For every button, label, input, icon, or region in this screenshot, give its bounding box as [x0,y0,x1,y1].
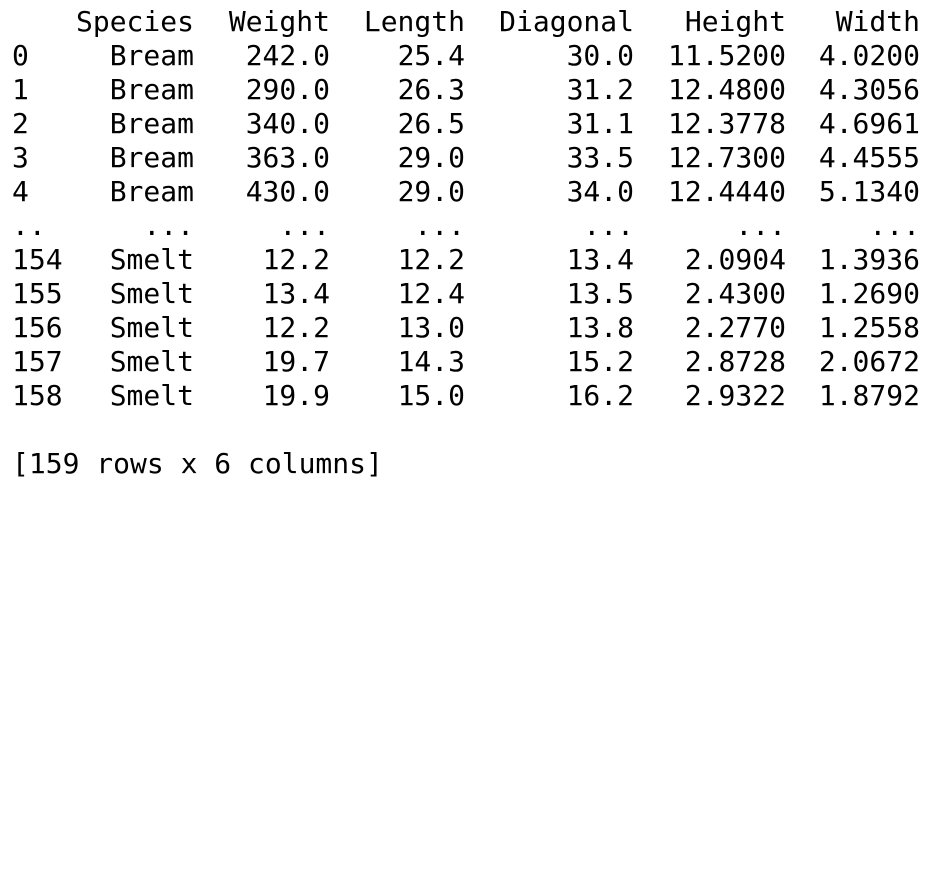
cell-species: Bream [109,141,194,174]
row-index: .. [12,209,46,242]
cell-length: 29.0 [397,141,465,174]
cell-width: 1.8792 [818,379,920,412]
row-index: 158 [12,379,63,412]
cell-height: 2.9322 [684,379,786,412]
table-row: 158 Smelt 19.9 15.0 16.2 2.9322 1.8792 [0,379,944,413]
table-row: 2 Bream 340.0 26.5 31.1 12.3778 4.6961 [0,107,944,141]
cell-length: 15.0 [397,379,465,412]
cell-species: Smelt [109,277,194,310]
column-header-height: Height [684,5,786,38]
cell-width: 4.3056 [818,73,920,106]
cell-width: 4.4555 [818,141,920,174]
row-index: 1 [12,73,29,106]
cell-diagonal: 13.5 [566,277,634,310]
cell-weight: 19.7 [262,345,330,378]
cell-weight: 290.0 [245,73,330,106]
row-index: 154 [12,243,63,276]
dataframe-output: Species Weight Length Diagonal Height Wi… [0,5,944,480]
cell-length: 25.4 [397,39,465,72]
cell-width: 5.1340 [818,175,920,208]
cell-width: 1.2558 [818,311,920,344]
table-row: 154 Smelt 12.2 12.2 13.4 2.0904 1.3936 [0,243,944,277]
cell-species: Bream [109,39,194,72]
cell-width: 4.0200 [818,39,920,72]
cell-diagonal: 33.5 [566,141,634,174]
cell-weight: 340.0 [245,107,330,140]
cell-length: 14.3 [397,345,465,378]
row-index: 4 [12,175,29,208]
cell-weight: 12.2 [262,243,330,276]
cell-diagonal: 34.0 [566,175,634,208]
cell-diagonal: 15.2 [566,345,634,378]
cell-diagonal: 13.8 [566,311,634,344]
table-row: 155 Smelt 13.4 12.4 13.5 2.4300 1.2690 [0,277,944,311]
cell-height: ... [735,209,786,242]
cell-length: 12.4 [397,277,465,310]
cell-height: 12.4800 [667,73,786,106]
cell-diagonal: 31.2 [566,73,634,106]
cell-length: 26.5 [397,107,465,140]
cell-species: Smelt [109,379,194,412]
cell-diagonal: 16.2 [566,379,634,412]
cell-length: 12.2 [397,243,465,276]
cell-species: Smelt [109,345,194,378]
cell-weight: 12.2 [262,311,330,344]
table-row: 4 Bream 430.0 29.0 34.0 12.4440 5.1340 [0,175,944,209]
cell-species: Smelt [109,311,194,344]
cell-height: 2.8728 [684,345,786,378]
cell-species: Bream [109,73,194,106]
cell-width: 1.2690 [818,277,920,310]
cell-weight: 363.0 [245,141,330,174]
cell-height: 2.4300 [684,277,786,310]
cell-weight: 242.0 [245,39,330,72]
row-index: 157 [12,345,63,378]
cell-weight: 19.9 [262,379,330,412]
header-row: Species Weight Length Diagonal Height Wi… [0,5,944,39]
cell-weight: 13.4 [262,277,330,310]
cell-weight: 430.0 [245,175,330,208]
cell-height: 2.0904 [684,243,786,276]
cell-width: 1.3936 [818,243,920,276]
cell-width: 4.6961 [818,107,920,140]
table-row: 156 Smelt 12.2 13.0 13.8 2.2770 1.2558 [0,311,944,345]
cell-height: 12.3778 [667,107,786,140]
cell-weight: ... [279,209,330,242]
cell-species: ... [143,209,194,242]
cell-length: 29.0 [397,175,465,208]
cell-species: Smelt [109,243,194,276]
row-index: 0 [12,39,29,72]
cell-species: Bream [109,107,194,140]
cell-diagonal: 30.0 [566,39,634,72]
column-header-width: Width [835,5,920,38]
dataframe-shape-summary: [159 rows x 6 columns] [12,447,383,480]
table-row: 3 Bream 363.0 29.0 33.5 12.7300 4.4555 [0,141,944,175]
cell-length: 26.3 [397,73,465,106]
cell-width: ... [869,209,920,242]
cell-species: Bream [109,175,194,208]
cell-length: 13.0 [397,311,465,344]
row-index: 3 [12,141,29,174]
cell-diagonal: ... [583,209,634,242]
cell-diagonal: 13.4 [566,243,634,276]
row-index: 156 [12,311,63,344]
table-row: 0 Bream 242.0 25.4 30.0 11.5200 4.0200 [0,39,944,73]
column-header-diagonal: Diagonal [499,5,634,38]
table-row: 1 Bream 290.0 26.3 31.2 12.4800 4.3056 [0,73,944,107]
ellipsis-row: .. ... ... ... ... ... ... [0,209,944,243]
row-index: 2 [12,107,29,140]
cell-diagonal: 31.1 [566,107,634,140]
cell-length: ... [414,209,465,242]
cell-height: 12.4440 [667,175,786,208]
cell-height: 12.7300 [667,141,786,174]
column-header-species: Species [75,5,194,38]
cell-height: 11.5200 [667,39,786,72]
cell-width: 2.0672 [818,345,920,378]
column-header-length: Length [363,5,465,38]
column-header-weight: Weight [228,5,330,38]
table-row: 157 Smelt 19.7 14.3 15.2 2.8728 2.0672 [0,345,944,379]
row-index: 155 [12,277,63,310]
cell-height: 2.2770 [684,311,786,344]
